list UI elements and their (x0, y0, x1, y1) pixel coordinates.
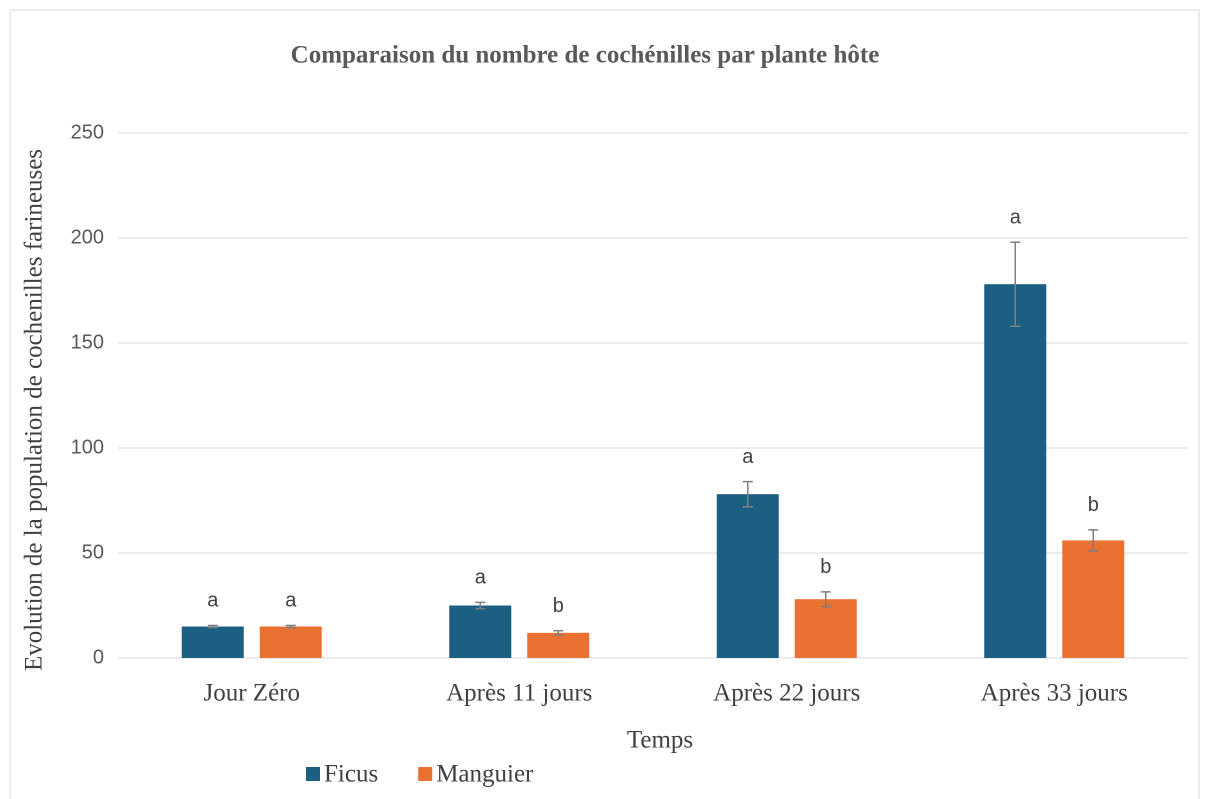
error-bar (820, 591, 831, 608)
bar (1062, 540, 1125, 658)
legend-label: Manguier (436, 761, 534, 788)
significance-letter: a (285, 590, 297, 612)
error-bar (553, 629, 564, 636)
significance-letter: a (475, 567, 487, 589)
legend-swatch (418, 767, 433, 781)
y-tick-label: 50 (82, 541, 104, 563)
y-tick-label: 0 (93, 646, 104, 668)
x-tick-label: Après 22 jours (713, 680, 860, 707)
y-tick-label: 250 (71, 121, 104, 143)
bar (449, 605, 512, 658)
significance-letter: b (553, 595, 564, 617)
bar (794, 599, 857, 658)
bar (716, 494, 779, 658)
x-tick-label: Après 11 jours (446, 680, 592, 707)
y-tick-label: 150 (71, 331, 104, 353)
legend-swatch (306, 767, 320, 781)
significance-letter: b (1088, 494, 1099, 516)
bar (527, 632, 590, 658)
chart-title: Comparaison du nombre de cochénilles par… (291, 42, 880, 69)
significance-letter: a (1010, 206, 1022, 228)
significance-letter: b (820, 556, 831, 578)
error-bar (207, 624, 218, 629)
bar (259, 626, 322, 658)
error-bar (1088, 529, 1099, 552)
y-tick-label: 100 (71, 436, 104, 458)
bar (984, 284, 1047, 658)
legend-label: Ficus (324, 761, 378, 788)
x-tick-label: Jour Zéro (204, 680, 301, 707)
error-bar (285, 624, 296, 629)
error-bar (1010, 241, 1021, 327)
error-bar (475, 601, 486, 610)
significance-letter: a (207, 590, 219, 612)
bar (181, 626, 244, 658)
y-tick-label: 200 (71, 226, 104, 248)
error-bar (742, 480, 753, 508)
x-tick-label: Après 33 jours (981, 680, 1128, 707)
y-axis-label: Evolution de la population de cochenille… (21, 149, 48, 671)
significance-letter: a (742, 446, 754, 468)
x-axis-label: Temps (627, 727, 693, 754)
